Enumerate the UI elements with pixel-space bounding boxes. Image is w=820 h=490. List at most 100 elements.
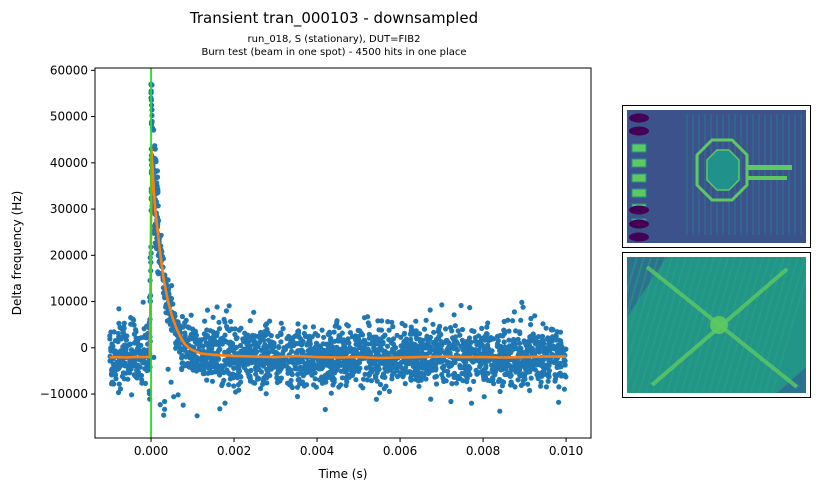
scatter-point — [445, 372, 452, 378]
scatter-point — [484, 331, 490, 337]
scatter-point — [347, 364, 353, 370]
scatter-point — [426, 346, 432, 352]
scatter-point — [208, 358, 214, 364]
scatter-point — [180, 402, 186, 408]
scatter-point — [171, 394, 177, 400]
x-tick-label: 0.006 — [383, 444, 417, 458]
scatter-point — [319, 327, 325, 333]
scatter-point — [168, 379, 174, 385]
scatter-point — [459, 370, 465, 377]
scatter-point — [196, 343, 202, 349]
scatter-point — [116, 381, 122, 387]
scatter-point — [408, 324, 414, 330]
scatter-point — [200, 343, 206, 349]
scatter-point — [155, 270, 161, 276]
scatter-point — [263, 391, 269, 397]
scatter-point — [332, 338, 338, 344]
y-tick-label: 40000 — [50, 156, 88, 170]
scatter-point — [517, 329, 523, 335]
scatter-point — [276, 344, 282, 350]
scatter-point — [556, 399, 562, 405]
scatter-point — [468, 400, 475, 406]
scatter-point — [504, 361, 511, 367]
scatter-point — [276, 360, 282, 366]
scatter-point — [430, 347, 437, 353]
scatter-point — [450, 372, 456, 378]
scatter-point — [175, 392, 181, 398]
scatter-point — [180, 324, 186, 330]
scatter-point — [301, 383, 307, 389]
scatter-point — [316, 362, 322, 368]
scatter-point — [481, 394, 487, 400]
scatter-point — [116, 320, 122, 326]
scatter-point — [175, 343, 182, 349]
scatter-point — [247, 318, 253, 324]
scatter-point — [258, 385, 264, 392]
scatter-point — [558, 340, 564, 346]
scatter-point — [116, 306, 122, 312]
hitmap-stripe — [708, 257, 750, 393]
scatter-point — [133, 350, 139, 356]
scatter-point — [310, 324, 316, 330]
scatter-point — [140, 299, 146, 305]
scatter-point — [140, 360, 146, 366]
scatter-point — [524, 346, 531, 352]
scatter-point — [226, 303, 232, 309]
scatter-point — [119, 373, 125, 379]
scatter-point — [331, 376, 337, 382]
scatter-point — [351, 350, 357, 357]
hitmap-stripe — [687, 257, 729, 393]
scatter-point — [127, 364, 133, 370]
scatter-point — [400, 342, 406, 348]
scatter-point — [255, 341, 261, 347]
scatter-point — [551, 359, 557, 366]
scatter-point — [295, 348, 301, 354]
hitmap-stripe — [764, 257, 806, 393]
scatter-point — [237, 342, 244, 349]
scatter-point — [192, 359, 198, 365]
scatter-point — [327, 346, 333, 352]
scatter-point — [449, 362, 455, 368]
scatter-series-layer — [107, 81, 569, 419]
scatter-point — [334, 318, 340, 324]
scatter-point — [341, 337, 347, 343]
scatter-point — [363, 365, 370, 371]
scatter-point — [179, 313, 185, 320]
scatter-point — [210, 333, 217, 339]
layout-via — [629, 232, 649, 242]
scatter-point — [479, 368, 485, 375]
scatter-point — [225, 370, 231, 376]
scatter-point — [304, 334, 310, 340]
x-tick-label: 0.000 — [134, 444, 168, 458]
scatter-point — [412, 369, 418, 375]
y-tick-label: 10000 — [50, 295, 88, 309]
scatter-point — [244, 341, 250, 347]
scatter-point — [134, 367, 140, 373]
scatter-point — [397, 372, 404, 378]
scatter-point — [365, 314, 371, 320]
scatter-point — [323, 379, 329, 385]
scatter-point — [382, 332, 388, 338]
scatter-point — [193, 367, 199, 373]
scatter-point — [214, 304, 220, 310]
hitmap-stripe — [673, 257, 715, 393]
scatter-point — [304, 361, 311, 367]
scatter-point — [421, 326, 428, 332]
scatter-point — [554, 364, 560, 370]
scatter-point — [389, 319, 395, 325]
scatter-point — [431, 329, 437, 335]
scatter-point — [233, 389, 239, 395]
scatter-point — [409, 340, 415, 346]
scatter-point — [483, 365, 489, 371]
scatter-point — [186, 325, 192, 331]
scatter-point — [297, 381, 303, 387]
scatter-point — [202, 355, 208, 361]
scatter-point — [366, 322, 372, 329]
scatter-point — [191, 352, 197, 358]
scatter-point — [298, 368, 304, 375]
scatter-point — [385, 319, 391, 325]
scatter-point — [241, 346, 247, 352]
scatter-point — [216, 319, 222, 325]
scatter-point — [219, 382, 225, 389]
scatter-point — [443, 326, 449, 332]
